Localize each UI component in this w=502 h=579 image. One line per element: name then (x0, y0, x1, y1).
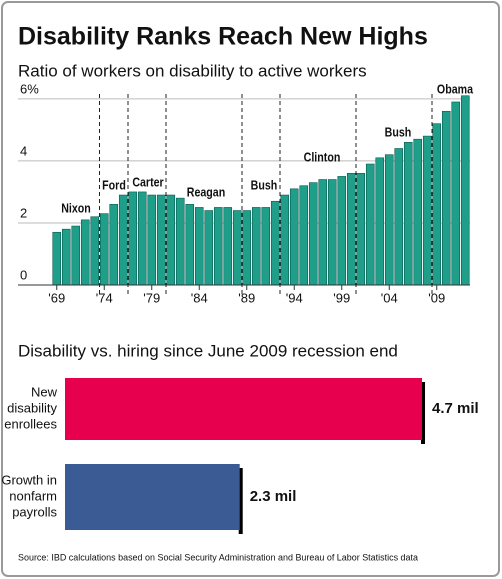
bar (166, 194, 176, 286)
bar (261, 207, 271, 286)
x-tick-label: '94 (286, 290, 303, 305)
bar (242, 210, 252, 286)
y-tick-label: 6% (20, 81, 39, 96)
bar (80, 219, 90, 286)
bar (194, 207, 204, 286)
bar (213, 207, 223, 286)
bar (299, 185, 309, 286)
chart-title: Disability vs. hiring since June 2009 re… (18, 341, 398, 360)
value-label: 4.7 mil (432, 400, 479, 417)
bar (147, 194, 157, 286)
bar (280, 194, 290, 286)
category-label: Growth in (1, 472, 57, 487)
bar (118, 194, 128, 286)
bar (185, 204, 195, 286)
bar (441, 110, 451, 286)
bar (99, 213, 109, 286)
bar (128, 191, 138, 286)
chart-subtitle: Ratio of workers on disability to active… (18, 61, 367, 80)
bar (71, 225, 81, 286)
bar (394, 148, 404, 286)
category-label: nonfarm (9, 488, 57, 503)
era-label: Bush (251, 177, 278, 192)
era-label: Obama (437, 81, 473, 96)
category-label: enrollees (4, 416, 57, 431)
x-tick-label: '89 (238, 290, 255, 305)
category-label: payrolls (12, 504, 57, 519)
bar (223, 207, 233, 286)
bar (289, 188, 299, 286)
bar (413, 138, 423, 286)
era-label: Ford (102, 177, 126, 192)
x-tick-label: '04 (381, 290, 398, 305)
bar (270, 200, 280, 286)
bar (308, 182, 318, 286)
bar (432, 123, 442, 286)
value-label: 2.3 mil (250, 488, 297, 505)
x-tick-label: '79 (143, 290, 160, 305)
x-tick-label: '99 (333, 290, 350, 305)
y-tick-label: 2 (20, 205, 27, 220)
category-label: New (31, 384, 58, 399)
bar (356, 173, 366, 286)
bar (175, 197, 185, 286)
bar (451, 101, 461, 286)
bar (384, 154, 394, 286)
era-label: Nixon (61, 200, 91, 215)
bar (61, 228, 71, 286)
era-label: Carter (132, 174, 164, 189)
x-tick-label: '09 (428, 290, 445, 305)
bar (65, 464, 240, 530)
bar (137, 191, 147, 286)
bar (460, 95, 470, 286)
bar (346, 173, 356, 286)
era-label: Bush (385, 124, 412, 139)
era-label: Clinton (304, 149, 341, 164)
bar (156, 194, 166, 286)
bar-shadow (238, 468, 243, 534)
x-tick-label: '84 (191, 290, 208, 305)
x-tick-label: '74 (96, 290, 113, 305)
bar (337, 176, 347, 286)
bar (327, 179, 337, 286)
bar (422, 135, 432, 286)
bar (375, 157, 385, 286)
chart-title: Disability Ranks Reach New Highs (18, 23, 428, 51)
y-tick-label: 4 (20, 143, 27, 158)
source-note: Source: IBD calculations based on Social… (18, 552, 418, 562)
bar-shadow (421, 382, 426, 444)
bar (251, 207, 261, 286)
bar (204, 210, 214, 286)
bar (403, 141, 413, 286)
bar (65, 378, 423, 440)
bar (365, 163, 375, 286)
bar (109, 204, 119, 286)
era-label: Reagan (187, 184, 225, 199)
x-tick-label: '69 (48, 290, 65, 305)
y-tick-label: 0 (20, 267, 27, 282)
category-label: disability (7, 400, 57, 415)
bar (52, 231, 62, 286)
bar (232, 210, 242, 286)
bar (90, 216, 100, 286)
bar (318, 179, 328, 286)
